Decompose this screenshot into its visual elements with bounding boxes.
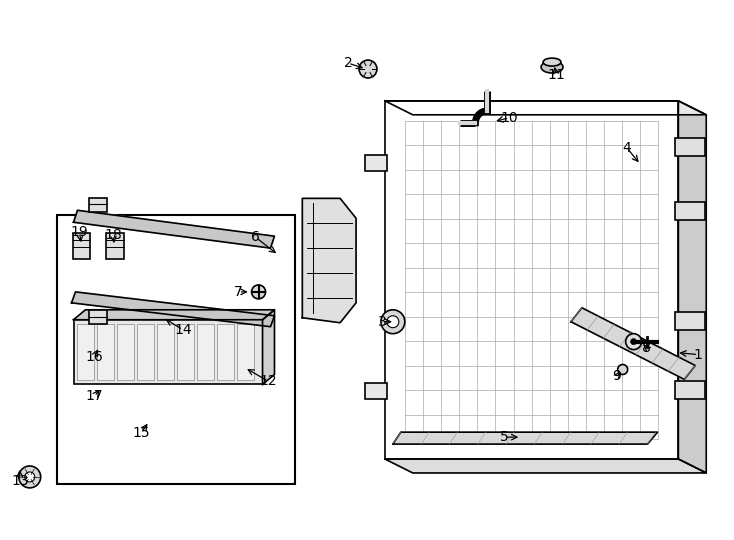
Bar — [236, 323, 253, 380]
Circle shape — [25, 472, 34, 482]
Text: 19: 19 — [70, 225, 88, 239]
Text: 8: 8 — [642, 341, 651, 355]
Text: 18: 18 — [104, 228, 122, 242]
Polygon shape — [73, 310, 275, 320]
Text: 14: 14 — [174, 323, 192, 337]
Bar — [675, 312, 705, 330]
Text: 13: 13 — [11, 474, 29, 488]
Text: 5: 5 — [500, 430, 509, 444]
Bar — [675, 381, 705, 400]
Bar — [365, 383, 387, 400]
Bar — [78, 323, 95, 380]
Text: 10: 10 — [501, 111, 518, 125]
Polygon shape — [393, 432, 658, 444]
Text: 1: 1 — [694, 348, 702, 362]
Bar — [365, 154, 387, 171]
Bar — [675, 202, 705, 220]
Polygon shape — [73, 210, 275, 248]
Bar — [385, 101, 678, 459]
Text: 11: 11 — [547, 68, 565, 82]
Polygon shape — [385, 459, 706, 473]
Circle shape — [631, 339, 636, 345]
Bar — [90, 310, 107, 323]
Text: 12: 12 — [260, 374, 277, 388]
Bar — [73, 320, 263, 384]
Circle shape — [359, 60, 377, 78]
Text: 2: 2 — [344, 56, 352, 70]
Text: 7: 7 — [234, 285, 243, 299]
Bar — [90, 198, 107, 212]
Circle shape — [252, 285, 266, 299]
Polygon shape — [263, 310, 275, 384]
Circle shape — [618, 364, 628, 374]
Text: 16: 16 — [86, 349, 103, 363]
Bar — [137, 323, 154, 380]
Circle shape — [19, 466, 40, 488]
Bar — [117, 323, 134, 380]
Bar — [157, 323, 174, 380]
Text: 3: 3 — [377, 315, 386, 329]
Ellipse shape — [543, 58, 561, 66]
Ellipse shape — [541, 61, 563, 73]
Circle shape — [625, 334, 642, 349]
Polygon shape — [71, 292, 275, 327]
Text: 6: 6 — [251, 230, 260, 244]
Bar — [675, 138, 705, 156]
Text: 17: 17 — [86, 389, 103, 403]
Bar — [57, 215, 295, 484]
Text: 4: 4 — [622, 140, 631, 154]
Text: 15: 15 — [132, 426, 150, 440]
Text: 9: 9 — [612, 369, 621, 383]
Bar — [197, 323, 214, 380]
Polygon shape — [678, 101, 706, 473]
Bar — [98, 323, 115, 380]
Bar — [217, 323, 233, 380]
Bar — [106, 233, 124, 259]
Polygon shape — [302, 198, 356, 323]
Circle shape — [387, 316, 399, 328]
Polygon shape — [571, 308, 695, 380]
Circle shape — [381, 310, 405, 334]
Bar — [177, 323, 194, 380]
Polygon shape — [385, 101, 706, 115]
Bar — [73, 233, 90, 259]
